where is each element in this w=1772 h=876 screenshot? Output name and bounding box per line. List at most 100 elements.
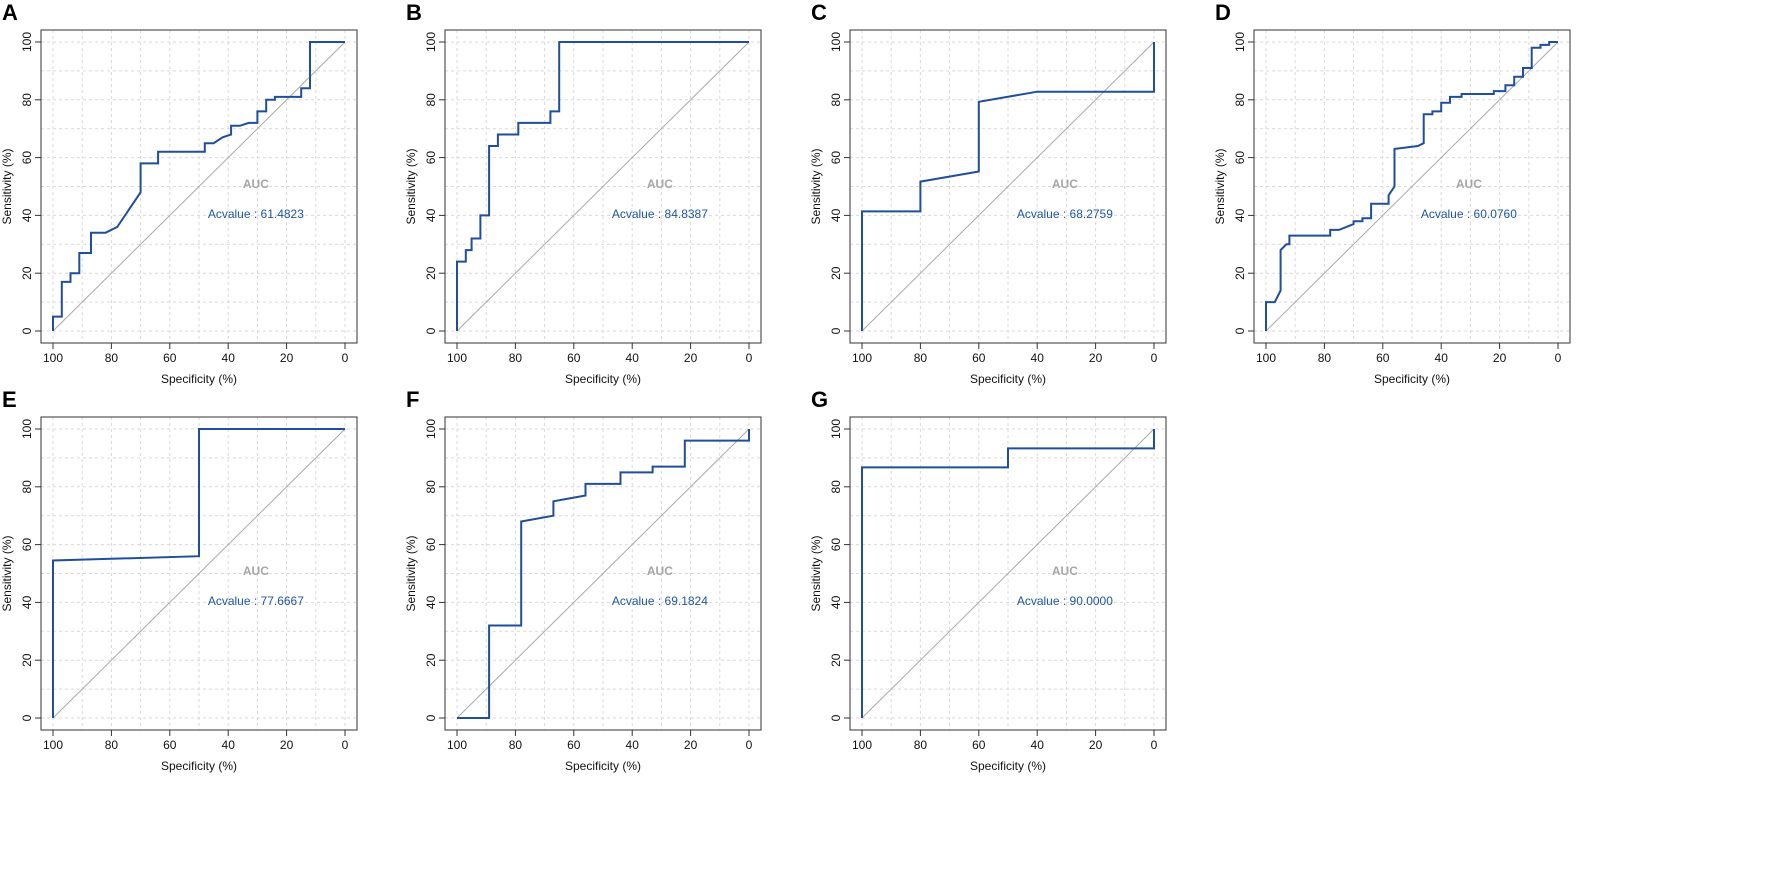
x-tick-label: 80	[914, 738, 928, 752]
plot-frame	[444, 416, 762, 731]
chance-diagonal	[861, 41, 1155, 332]
y-tick-label: 0	[829, 714, 843, 721]
y-tick-label: 0	[20, 714, 34, 721]
panel-letter: G	[811, 387, 828, 412]
y-tick-label: 40	[829, 595, 843, 609]
y-tick-label: 20	[424, 653, 438, 667]
x-tick-label: 20	[1493, 351, 1507, 365]
y-tick-label: 0	[20, 327, 34, 334]
auc-value: Acvalue : 61.4823	[208, 207, 304, 221]
y-tick-label: 80	[1233, 93, 1247, 107]
x-tick-label: 0	[1555, 351, 1562, 365]
x-tick-label: 0	[1151, 738, 1158, 752]
x-tick-label: 100	[43, 351, 63, 365]
x-tick-label: 40	[222, 351, 236, 365]
y-axis-title: Sensitivity (%)	[1213, 148, 1227, 224]
x-tick-label: 20	[684, 738, 698, 752]
x-axis-title: Specificity (%)	[161, 759, 237, 773]
x-tick-label: 100	[1256, 351, 1276, 365]
chance-diagonal	[456, 41, 750, 332]
plot-frame	[849, 29, 1167, 344]
y-tick-label: 100	[424, 419, 438, 439]
panel-letter: D	[1215, 0, 1231, 25]
x-tick-label: 60	[567, 351, 581, 365]
x-tick-label: 40	[1031, 738, 1045, 752]
x-axis-title: Specificity (%)	[1374, 372, 1450, 386]
auc-value: Acvalue : 90.0000	[1017, 594, 1113, 608]
x-tick-label: 60	[972, 351, 986, 365]
y-tick-label: 100	[829, 419, 843, 439]
x-tick-label: 60	[1376, 351, 1390, 365]
y-tick-label: 40	[424, 595, 438, 609]
x-tick-label: 20	[280, 738, 294, 752]
x-axis-title: Specificity (%)	[970, 372, 1046, 386]
y-tick-label: 40	[1233, 208, 1247, 222]
y-tick-label: 60	[424, 151, 438, 165]
y-tick-label: 80	[829, 93, 843, 107]
x-axis-title: Specificity (%)	[565, 372, 641, 386]
x-tick-label: 20	[684, 351, 698, 365]
roc-curve	[1265, 41, 1558, 331]
y-tick-label: 20	[1233, 266, 1247, 280]
y-tick-label: 100	[20, 419, 34, 439]
panel-letter: E	[2, 387, 17, 412]
x-tick-label: 40	[1031, 351, 1045, 365]
auc-value: Acvalue : 69.1824	[612, 594, 708, 608]
auc-value: Acvalue : 60.0760	[1421, 207, 1517, 221]
plot-frame	[40, 416, 358, 731]
x-tick-label: 100	[447, 351, 467, 365]
y-axis-title: Sensitivity (%)	[809, 535, 823, 611]
y-tick-label: 100	[1233, 32, 1247, 52]
x-tick-label: 60	[972, 738, 986, 752]
panel-letter: B	[406, 0, 422, 25]
auc-label: AUC	[647, 177, 673, 191]
y-axis-title: Sensitivity (%)	[404, 148, 418, 224]
y-tick-label: 40	[424, 208, 438, 222]
x-tick-label: 100	[852, 351, 872, 365]
x-tick-label: 40	[222, 738, 236, 752]
x-tick-label: 20	[1089, 351, 1103, 365]
roc-curve	[456, 41, 749, 331]
x-tick-label: 40	[626, 351, 640, 365]
y-tick-label: 20	[829, 653, 843, 667]
roc-curve	[861, 42, 1155, 331]
panel-letter: A	[2, 0, 18, 25]
y-tick-label: 20	[424, 266, 438, 280]
x-tick-label: 100	[43, 738, 63, 752]
y-tick-label: 60	[829, 538, 843, 552]
panel-letter: F	[406, 387, 419, 412]
y-tick-label: 60	[829, 151, 843, 165]
x-tick-label: 80	[105, 351, 119, 365]
y-tick-label: 60	[20, 151, 34, 165]
y-tick-label: 20	[20, 653, 34, 667]
y-axis-title: Sensitivity (%)	[404, 535, 418, 611]
y-axis-title: Sensitivity (%)	[809, 148, 823, 224]
chance-diagonal	[52, 428, 346, 719]
auc-label: AUC	[243, 177, 269, 191]
roc-panel-f: F 100 80 60 40 20 0 0 20 40 60 80 100 Specificity (%)…	[404, 387, 762, 773]
chance-diagonal	[1265, 41, 1559, 332]
y-tick-label: 0	[424, 714, 438, 721]
x-axis-title: Specificity (%)	[970, 759, 1046, 773]
y-tick-label: 40	[20, 595, 34, 609]
plot-frame	[1253, 29, 1571, 344]
roc-curve	[457, 429, 750, 719]
y-tick-label: 100	[829, 32, 843, 52]
x-tick-label: 20	[1089, 738, 1103, 752]
x-tick-label: 60	[163, 738, 177, 752]
x-tick-label: 80	[509, 351, 523, 365]
plot-frame	[40, 29, 358, 344]
x-axis-title: Specificity (%)	[565, 759, 641, 773]
auc-label: AUC	[1052, 177, 1078, 191]
y-tick-label: 0	[424, 327, 438, 334]
panel-letter: C	[811, 0, 827, 25]
x-tick-label: 20	[280, 351, 294, 365]
x-tick-label: 100	[852, 738, 872, 752]
chance-diagonal	[52, 41, 346, 332]
auc-value: Acvalue : 84.8387	[612, 207, 708, 221]
